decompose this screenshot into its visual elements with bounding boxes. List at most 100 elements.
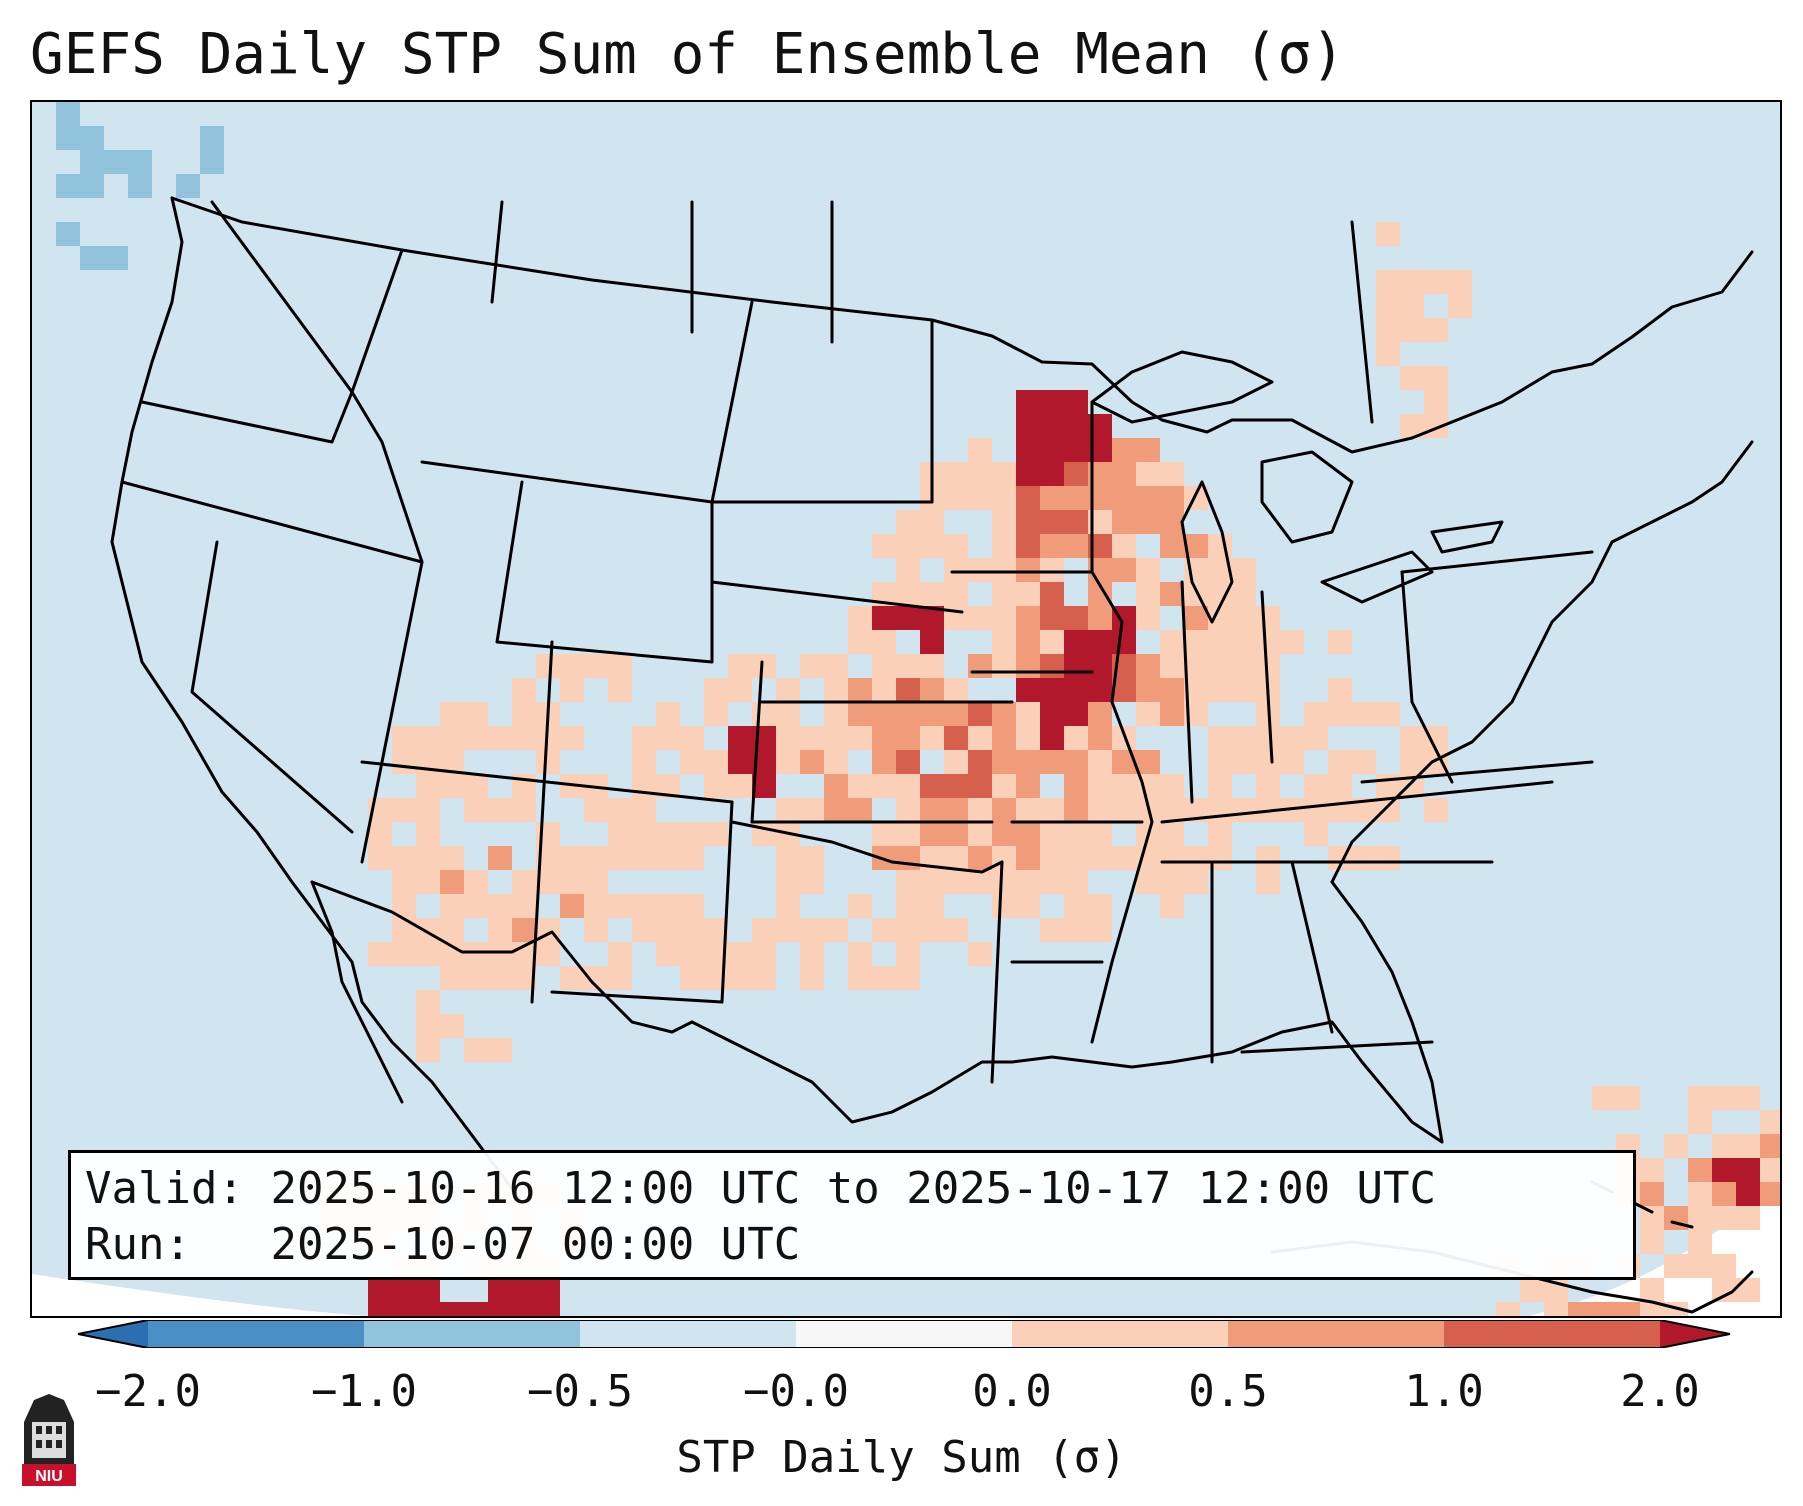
- anomaly-cell: [584, 870, 608, 894]
- colorbar-tick-5: 0.5: [1188, 1366, 1268, 1417]
- anomaly-cell: [416, 798, 440, 822]
- anomaly-cell: [560, 894, 584, 918]
- anomaly-cell: [512, 918, 536, 942]
- anomaly-cell: [1280, 750, 1304, 774]
- anomaly-cell: [872, 774, 896, 798]
- anomaly-cell: [896, 750, 920, 774]
- anomaly-cell: [1304, 774, 1328, 798]
- colorbar: [70, 1320, 1738, 1348]
- anomaly-cell: [944, 702, 968, 726]
- anomaly-cell: [488, 798, 512, 822]
- map-panel: [30, 100, 1782, 1318]
- anomaly-cell: [896, 534, 920, 558]
- anomaly-cell: [824, 918, 848, 942]
- anomaly-cell: [1040, 702, 1064, 726]
- anomaly-cell: [968, 822, 992, 846]
- anomaly-cell: [872, 654, 896, 678]
- anomaly-cell: [1376, 342, 1400, 366]
- anomaly-cell: [992, 582, 1016, 606]
- anomaly-cell: [488, 846, 512, 870]
- anomaly-cell: [872, 918, 896, 942]
- anomaly-cell: [1112, 438, 1136, 462]
- anomaly-cell: [1016, 750, 1040, 774]
- anomaly-cell: [440, 774, 464, 798]
- anomaly-cell: [1232, 630, 1256, 654]
- anomaly-cell: [872, 966, 896, 990]
- anomaly-cell: [1640, 1182, 1664, 1206]
- anomaly-cell: [1016, 534, 1040, 558]
- anomaly-cell: [1184, 870, 1208, 894]
- anomaly-cell: [1688, 1182, 1712, 1206]
- anomaly-cell: [968, 774, 992, 798]
- anomaly-cell: [1424, 318, 1448, 342]
- anomaly-cell: [800, 966, 824, 990]
- anomaly-cell: [1448, 270, 1472, 294]
- anomaly-cell: [416, 822, 440, 846]
- anomaly-cell: [848, 678, 872, 702]
- anomaly-cell: [848, 774, 872, 798]
- anomaly-cell: [920, 774, 944, 798]
- anomaly-cell: [464, 1302, 488, 1316]
- anomaly-cell: [1280, 630, 1304, 654]
- co-ks: [750, 660, 764, 824]
- anomaly-cell: [584, 846, 608, 870]
- anomaly-cell: [1400, 318, 1424, 342]
- lake-michigan: [1180, 480, 1234, 624]
- anomaly-cell: [1112, 558, 1136, 582]
- anomaly-cell: [560, 726, 584, 750]
- anomaly-cell: [1256, 774, 1280, 798]
- anomaly-cell: [896, 966, 920, 990]
- anomaly-cell: [1688, 1158, 1712, 1182]
- anomaly-cell: [104, 246, 128, 270]
- anomaly-cell: [128, 150, 152, 174]
- anomaly-cell: [1232, 750, 1256, 774]
- anomaly-cell: [464, 894, 488, 918]
- anomaly-cell: [1016, 630, 1040, 654]
- anomaly-cell: [1040, 438, 1064, 462]
- anomaly-cell: [776, 846, 800, 870]
- anomaly-cell: [536, 654, 560, 678]
- anomaly-cell: [1016, 774, 1040, 798]
- anomaly-cell: [416, 1014, 440, 1038]
- anomaly-cell: [1064, 414, 1088, 438]
- anomaly-cell: [1760, 1158, 1780, 1182]
- anomaly-cell: [824, 798, 848, 822]
- colorbar-bin-4: [1012, 1320, 1229, 1348]
- anomaly-cell: [752, 966, 776, 990]
- anomaly-cell: [1136, 750, 1160, 774]
- anomaly-cell: [872, 702, 896, 726]
- anomaly-cell: [656, 846, 680, 870]
- anomaly-cell: [992, 606, 1016, 630]
- anomaly-cell: [800, 726, 824, 750]
- anomaly-cell: [1016, 894, 1040, 918]
- colorbar-tick-2: −0.5: [527, 1366, 633, 1417]
- anomaly-cell: [896, 606, 920, 630]
- anomaly-cell: [608, 678, 632, 702]
- anomaly-cell: [536, 750, 560, 774]
- anomaly-cell: [728, 750, 752, 774]
- anomaly-cell: [1064, 870, 1088, 894]
- anomaly-cell: [512, 1302, 536, 1316]
- anomaly-cell: [944, 486, 968, 510]
- anomaly-cell: [752, 702, 776, 726]
- anomaly-cell: [56, 222, 80, 246]
- anomaly-cell: [776, 918, 800, 942]
- anomaly-cell: [1184, 606, 1208, 630]
- anomaly-cell: [1064, 630, 1088, 654]
- anomaly-cell: [1112, 534, 1136, 558]
- anomaly-cell: [1112, 462, 1136, 486]
- anomaly-cell: [920, 534, 944, 558]
- anomaly-cell: [1016, 726, 1040, 750]
- anomaly-cell: [776, 678, 800, 702]
- il-in: [1180, 580, 1194, 804]
- anomaly-cell: [1016, 462, 1040, 486]
- anomaly-cell: [128, 174, 152, 198]
- anomaly-cell: [1112, 798, 1136, 822]
- anomaly-cell: [440, 846, 464, 870]
- anomaly-cell: [584, 654, 608, 678]
- anomaly-cell: [1064, 534, 1088, 558]
- colorbar-graphic: [77, 1320, 1731, 1348]
- anomaly-cell: [416, 726, 440, 750]
- anomaly-cell: [968, 558, 992, 582]
- anomaly-cell: [1040, 606, 1064, 630]
